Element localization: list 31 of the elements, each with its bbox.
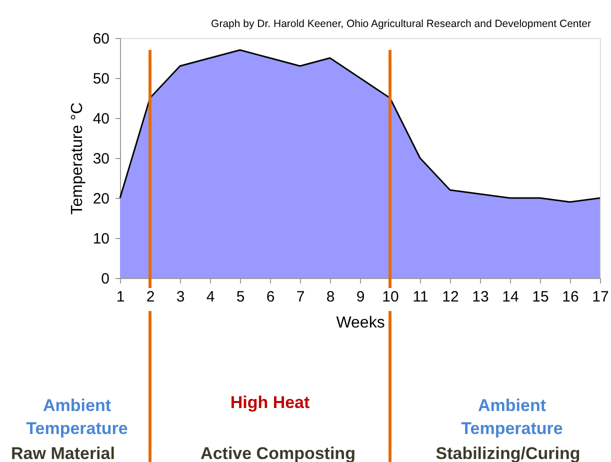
x-tick-label: 7: [296, 288, 305, 306]
x-tick-label: 13: [472, 288, 489, 306]
text: Ambient Temperature: [26, 396, 128, 438]
y-tick-label: 40: [92, 110, 110, 128]
x-tick-label: 4: [206, 288, 215, 306]
text: Graph by Dr. Harold Keener, Ohio Agricultural Research and Development Center: [211, 18, 592, 30]
y-tick-label: 20: [92, 190, 110, 208]
x-tick-label: 2: [146, 288, 155, 306]
y-tick-label: 0: [101, 270, 110, 288]
y-axis-title: Temperature °C: [68, 102, 86, 215]
x-tick-label: 11: [412, 288, 428, 306]
text: High Heat: [230, 393, 310, 412]
text: Ambient Temperature: [461, 396, 563, 438]
x-tick-label: 16: [562, 288, 579, 306]
x-tick-label: 6: [266, 288, 275, 306]
x-tick-label: 10: [382, 288, 399, 306]
y-tick-label: 60: [92, 30, 110, 48]
y-tick-label: 30: [92, 150, 110, 168]
x-tick-label: 9: [356, 288, 365, 306]
x-tick-label: 15: [532, 288, 549, 306]
x-tick-label: 17: [592, 288, 609, 306]
x-tick-label: 1: [116, 288, 125, 306]
x-axis-title: Weeks: [336, 314, 385, 332]
y-tick-label: 50: [92, 70, 110, 88]
x-tick-label: 3: [176, 288, 185, 306]
y-tick-label: 10: [92, 230, 110, 248]
text: Raw Material: [11, 444, 115, 462]
x-tick-label: 14: [502, 288, 519, 306]
x-tick-label: 8: [326, 288, 335, 306]
x-tick-label: 12: [442, 288, 459, 306]
x-tick-label: 5: [236, 288, 245, 306]
